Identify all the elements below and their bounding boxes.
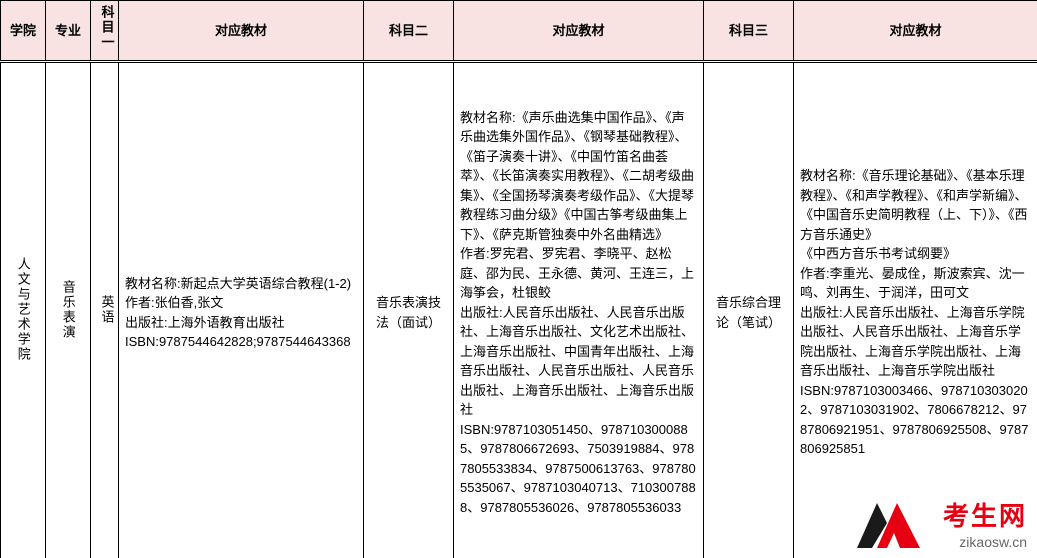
th-subject2: 科目二	[364, 1, 454, 62]
th-college: 学院	[1, 1, 46, 62]
cell-major: 音乐表演	[46, 61, 91, 558]
th-subject3: 科目三	[704, 1, 794, 62]
th-material3: 对应教材	[794, 1, 1037, 62]
th-major: 专业	[46, 1, 91, 62]
materials-table: 学院 专业 科目一 对应教材 科目二 对应教材 科目三 对应教材 人文与艺术学院…	[0, 0, 1037, 558]
cell-material2: 教材名称:《声乐曲选集中国作品》、《声乐曲选集外国作品》、《钢琴基础教程》、《笛…	[454, 61, 704, 558]
cell-material3: 教材名称:《音乐理论基础》、《基本乐理教程》、《和声学教程》、《和声学新编》、《…	[794, 61, 1037, 558]
cell-subject3: 音乐综合理论（笔试）	[704, 61, 794, 558]
data-row: 人文与艺术学院 音乐表演 英语 教材名称:新起点大学英语综合教程(1-2) 作者…	[1, 61, 1037, 558]
brand-text-part: 考生网	[943, 501, 1027, 531]
brand-text: 考生网	[943, 496, 1027, 533]
brand-logo	[852, 498, 922, 553]
th-material1: 对应教材	[119, 1, 364, 62]
watermark-url: zikaosw.cn	[959, 534, 1027, 550]
th-subject1: 科目一	[91, 1, 119, 62]
cell-subject1: 英语	[91, 61, 119, 558]
th-material2: 对应教材	[454, 1, 704, 62]
cell-material1: 教材名称:新起点大学英语综合教程(1-2) 作者:张伯香,张文 出版社:上海外语…	[119, 61, 364, 558]
header-row: 学院 专业 科目一 对应教材 科目二 对应教材 科目三 对应教材	[1, 1, 1037, 62]
cell-college: 人文与艺术学院	[1, 61, 46, 558]
cell-subject2: 音乐表演技法（面试）	[364, 61, 454, 558]
